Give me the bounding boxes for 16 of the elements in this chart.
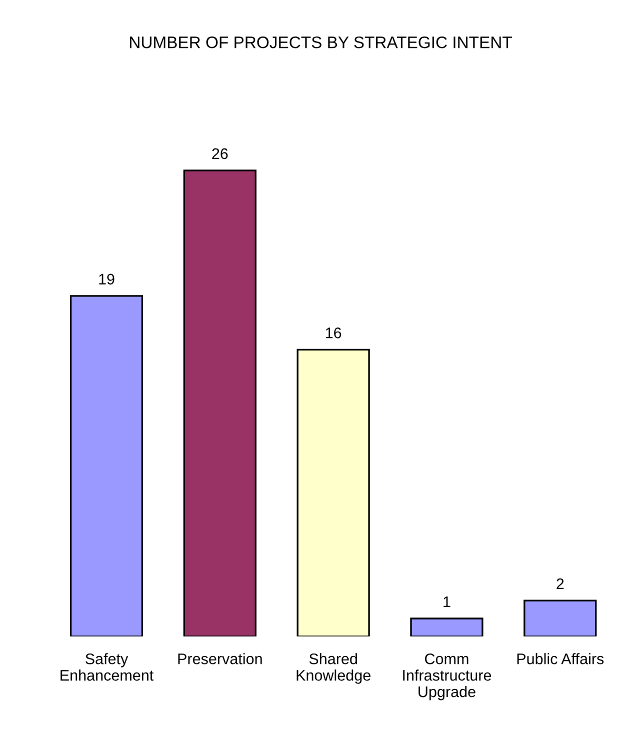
- bar: [296, 348, 370, 636]
- bar: [410, 618, 484, 636]
- data-label: 26: [212, 148, 228, 160]
- x-tick-label: Preservation: [178, 653, 262, 664]
- data-label: 2: [556, 578, 564, 590]
- data-label: 16: [326, 328, 342, 338]
- data-label: 19: [99, 274, 114, 285]
- bar: [183, 170, 256, 636]
- bar: [524, 600, 597, 636]
- x-tick-label: Comm Infrastructure Upgrade: [403, 653, 492, 700]
- bar: [70, 295, 144, 636]
- x-tick-label: Safety Enhancement: [60, 653, 154, 681]
- chart-title: NUMBER OF PROJECTS BY STRATEGIC INTENT: [130, 36, 512, 48]
- data-label: 1: [444, 596, 450, 607]
- x-tick-label: Shared Knowledge: [296, 653, 370, 684]
- x-tick-label: Public Affairs: [517, 653, 604, 664]
